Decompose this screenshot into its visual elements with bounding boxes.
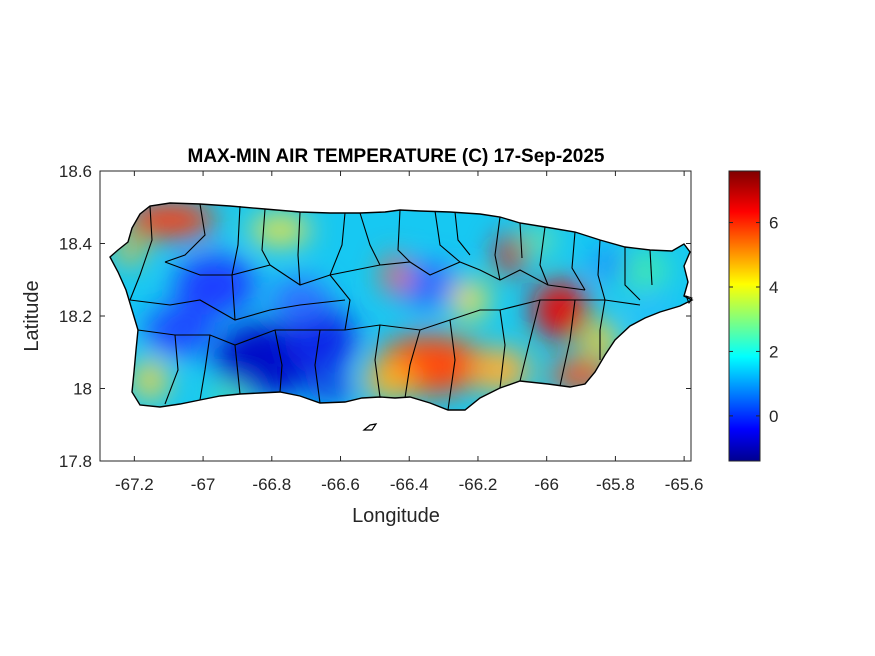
colorbar-ticks: 0 2 4 6: [729, 214, 778, 426]
y-axis: 17.8 18 18.2 18.4 18.6: [59, 162, 691, 471]
colorbar: [728, 170, 761, 462]
x-tick-label: -66.8: [252, 475, 291, 494]
x-tick-label: -65.6: [665, 475, 704, 494]
offshore-islands: [362, 295, 693, 431]
x-axis: -67.2 -67 -66.8 -66.6 -66.4 -66.2 -66 -65.8 -65.…: [115, 171, 704, 494]
y-tick-label: 18.6: [59, 162, 92, 181]
x-tick-label: -66.4: [390, 475, 429, 494]
colorbar-tick-label: 0: [769, 407, 778, 426]
y-axis-label: Latitude: [21, 280, 43, 351]
colorbar-tick-label: 2: [769, 342, 778, 361]
y-tick-label: 17.8: [59, 452, 92, 471]
y-tick-label: 18.2: [59, 307, 92, 326]
chart-title: MAX-MIN AIR TEMPERATURE (C) 17-Sep-2025: [188, 146, 605, 167]
x-tick-label: -66: [534, 475, 559, 494]
colorbar-tick-label: 6: [769, 214, 778, 233]
y-tick-label: 18.4: [59, 235, 92, 254]
x-tick-label: -67.2: [115, 475, 154, 494]
x-axis-label: Longitude: [352, 505, 440, 527]
x-tick-label: -66.2: [459, 475, 498, 494]
x-tick-label: -65.8: [596, 475, 635, 494]
colorbar-tick-label: 4: [769, 278, 778, 297]
x-tick-label: -67: [191, 475, 216, 494]
y-tick-label: 18: [73, 380, 92, 399]
x-tick-label: -66.6: [321, 475, 360, 494]
municipality-boundaries: [129, 203, 653, 411]
